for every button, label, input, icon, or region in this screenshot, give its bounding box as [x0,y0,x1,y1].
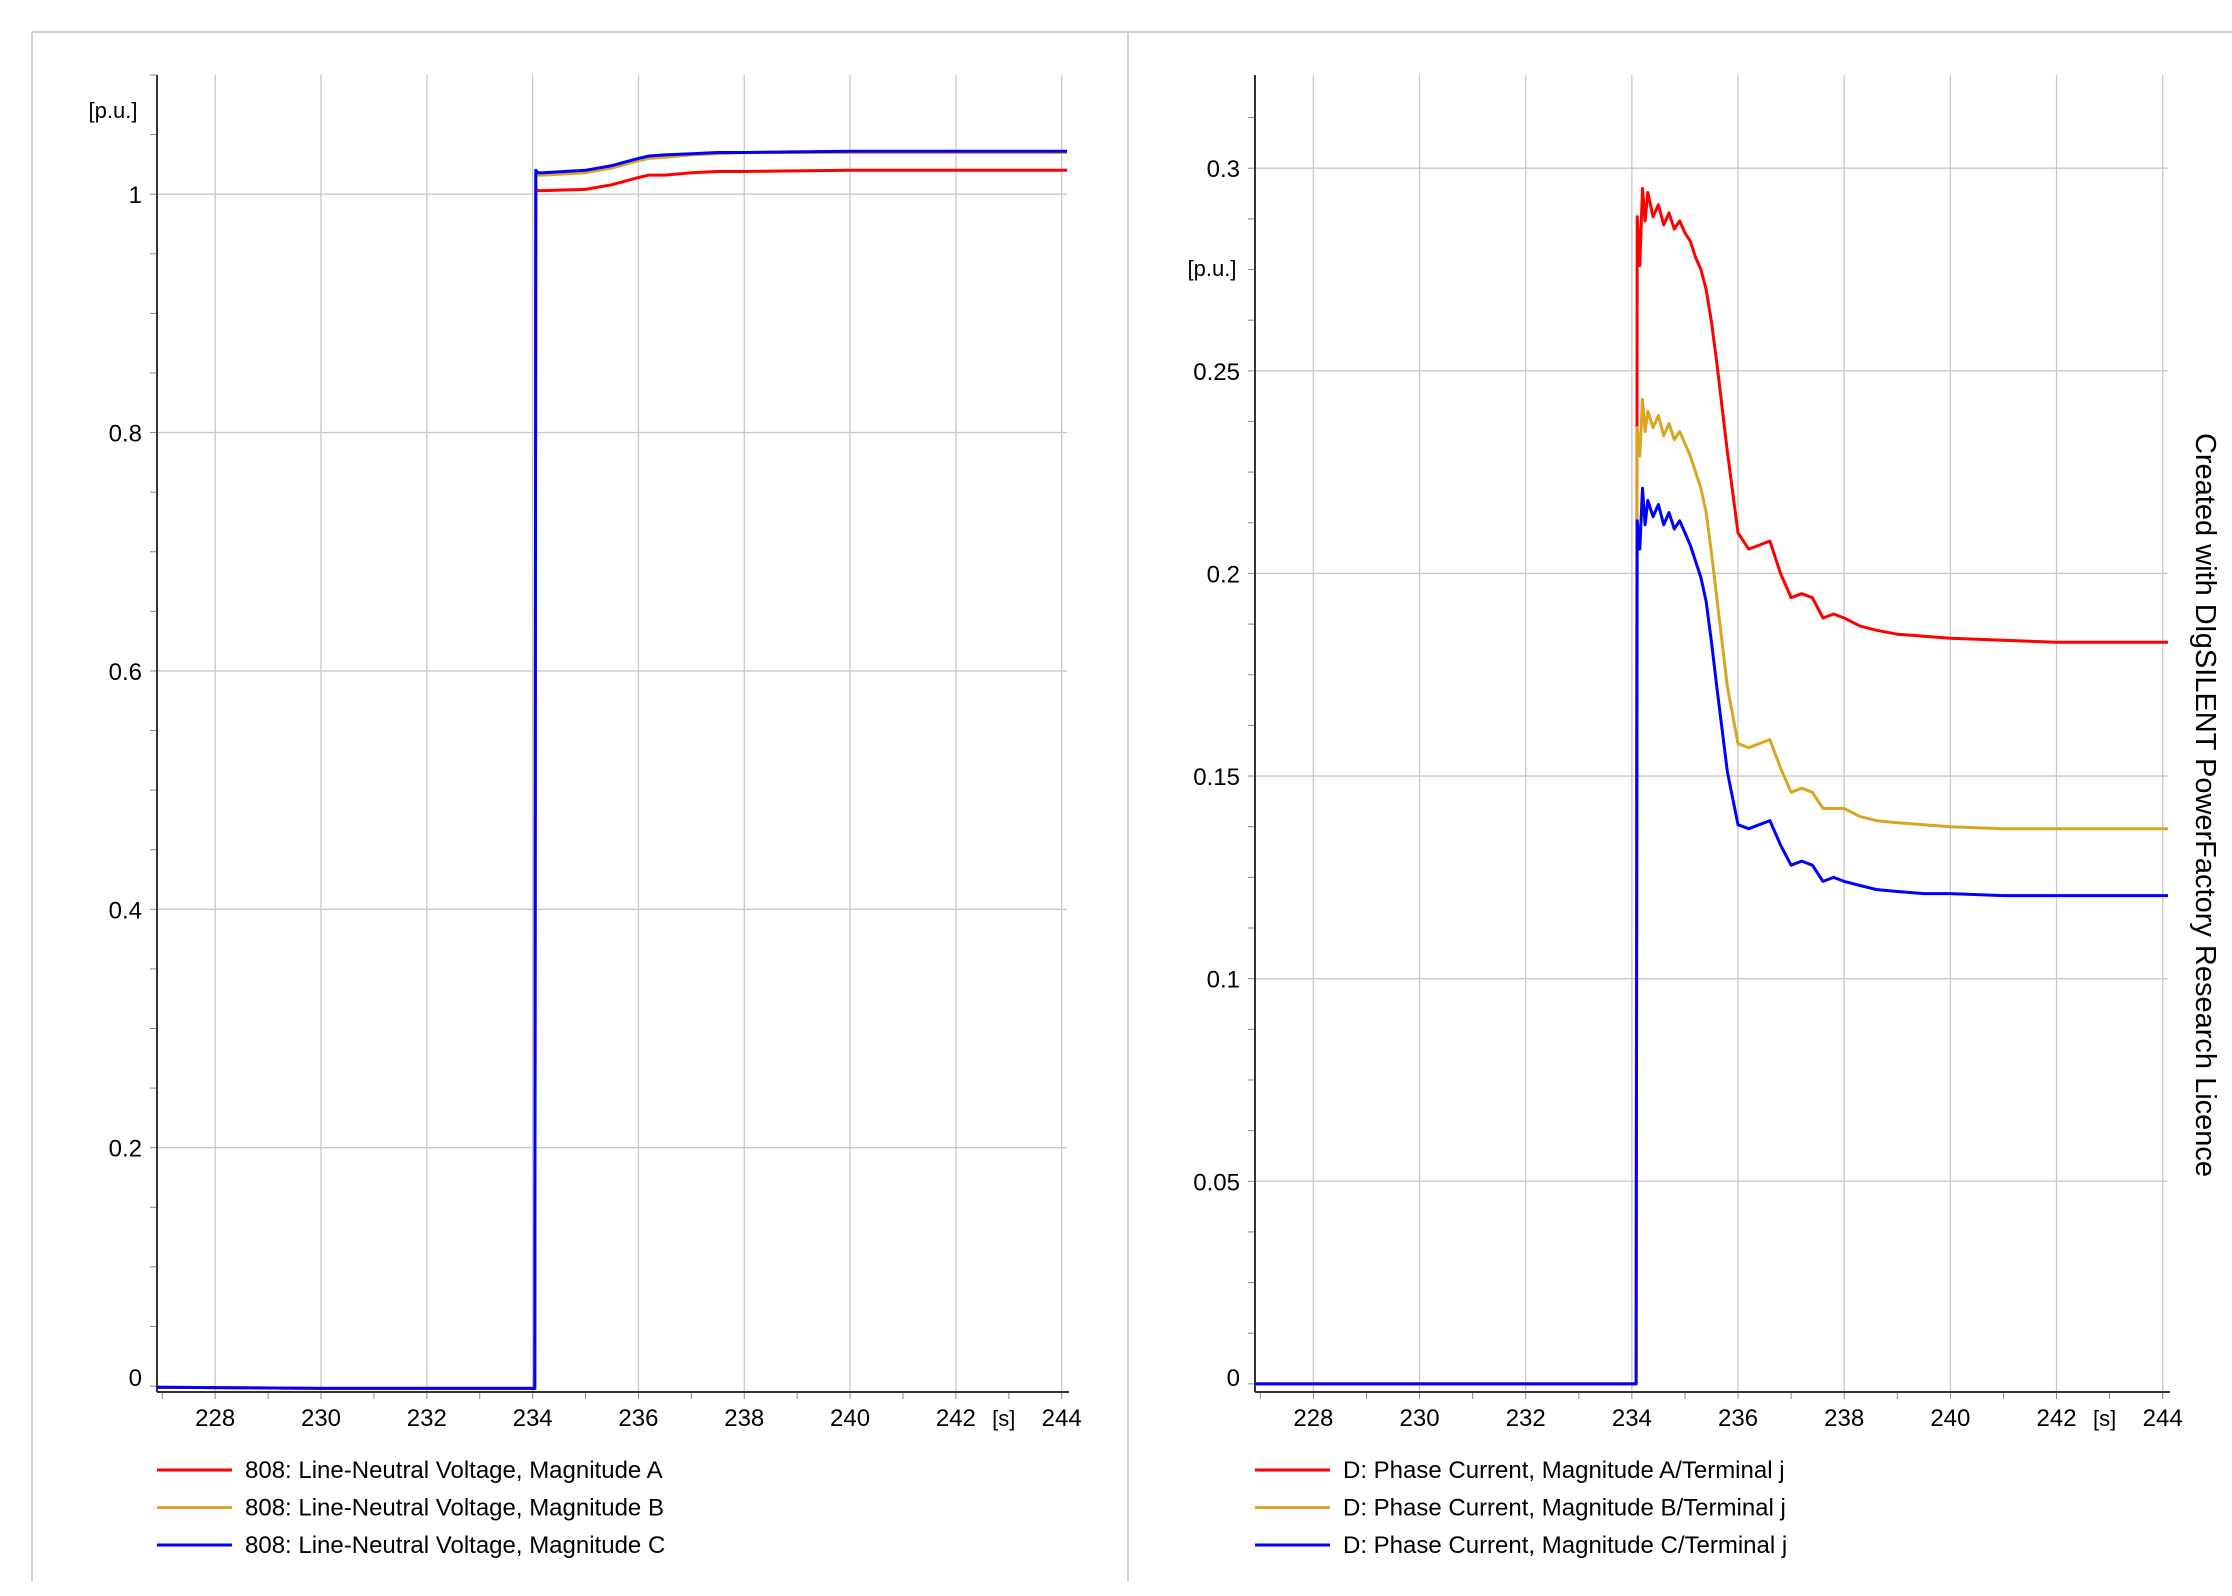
voltage-chart: 0 0.2 0.4 0.6 0.8 1 228 230 232 234 236 238 240 242 24… [89,74,1082,1559]
x-tick-label: 238 [1824,1405,1864,1432]
x-tick-label: 242 [936,1405,976,1432]
frame [31,31,2232,1582]
x-tick-label: 244 [2143,1405,2183,1432]
x-tick-label: 234 [513,1405,553,1432]
x-tick-label: 232 [1506,1405,1546,1432]
x-tick-label: 228 [195,1405,235,1432]
x-tick-label: 236 [618,1405,658,1432]
x-tick-label: 240 [1930,1405,1970,1432]
y-tick-label: 0.15 [1193,764,1240,791]
y-tick-label: 0.8 [109,421,142,448]
series-line-3 [1255,486,2168,1386]
x-tick-label: 230 [1400,1405,1440,1432]
y-tick-label: 0.4 [109,897,142,924]
x-tick-label: 238 [724,1405,764,1432]
y-tick-label: 0.3 [1207,156,1240,183]
x-tick-label: 228 [1293,1405,1333,1432]
series-line-2 [156,151,1067,1390]
x-tick-label: 244 [1042,1405,1082,1432]
x-unit-label: [s] [992,1406,1015,1431]
series-line-1 [1255,187,2168,1386]
series-line-3 [156,149,1067,1390]
legend-label-2: 808: Line-Neutral Voltage, Magnitude B [245,1495,664,1522]
legend-label-1: D: Phase Current, Magnitude A/Terminal j [1343,1457,1785,1484]
current-chart: 0 0.05 0.1 0.15 0.2 0.25 0.3 228 230 232 234 236 238… [1188,75,2183,1559]
y-unit-label: [p.u.] [1188,256,1237,281]
y-tick-label: 0 [1227,1365,1240,1392]
y-tick-label: 0.6 [109,659,142,686]
y-tick-label: 1 [129,182,142,209]
series-line-2 [1255,397,2168,1386]
y-tick-label: 0.05 [1193,1169,1240,1196]
legend-label-2: D: Phase Current, Magnitude B/Terminal j [1343,1495,1786,1522]
y-tick-label: 0 [129,1365,142,1392]
legend-label-1: 808: Line-Neutral Voltage, Magnitude A [245,1457,663,1484]
y-tick-label: 0.1 [1207,967,1240,994]
y-tick-label: 0.2 [109,1136,142,1163]
x-tick-label: 232 [407,1405,447,1432]
x-unit-label: [s] [2093,1406,2116,1431]
legend-label-3: D: Phase Current, Magnitude C/Terminal j [1343,1532,1787,1559]
y-unit-label: [p.u.] [89,98,138,123]
y-tick-label: 0.25 [1193,359,1240,386]
x-tick-label: 230 [301,1405,341,1432]
x-tick-label: 240 [830,1405,870,1432]
series-line-1 [156,168,1067,1390]
x-tick-label: 242 [2037,1405,2077,1432]
x-tick-label: 234 [1612,1405,1652,1432]
y-tick-label: 0.2 [1207,561,1240,588]
x-tick-label: 236 [1718,1405,1758,1432]
watermark: Created with DIgSILENT PowerFactory Rese… [2189,433,2221,1177]
legend-label-3: 808: Line-Neutral Voltage, Magnitude C [245,1532,665,1559]
